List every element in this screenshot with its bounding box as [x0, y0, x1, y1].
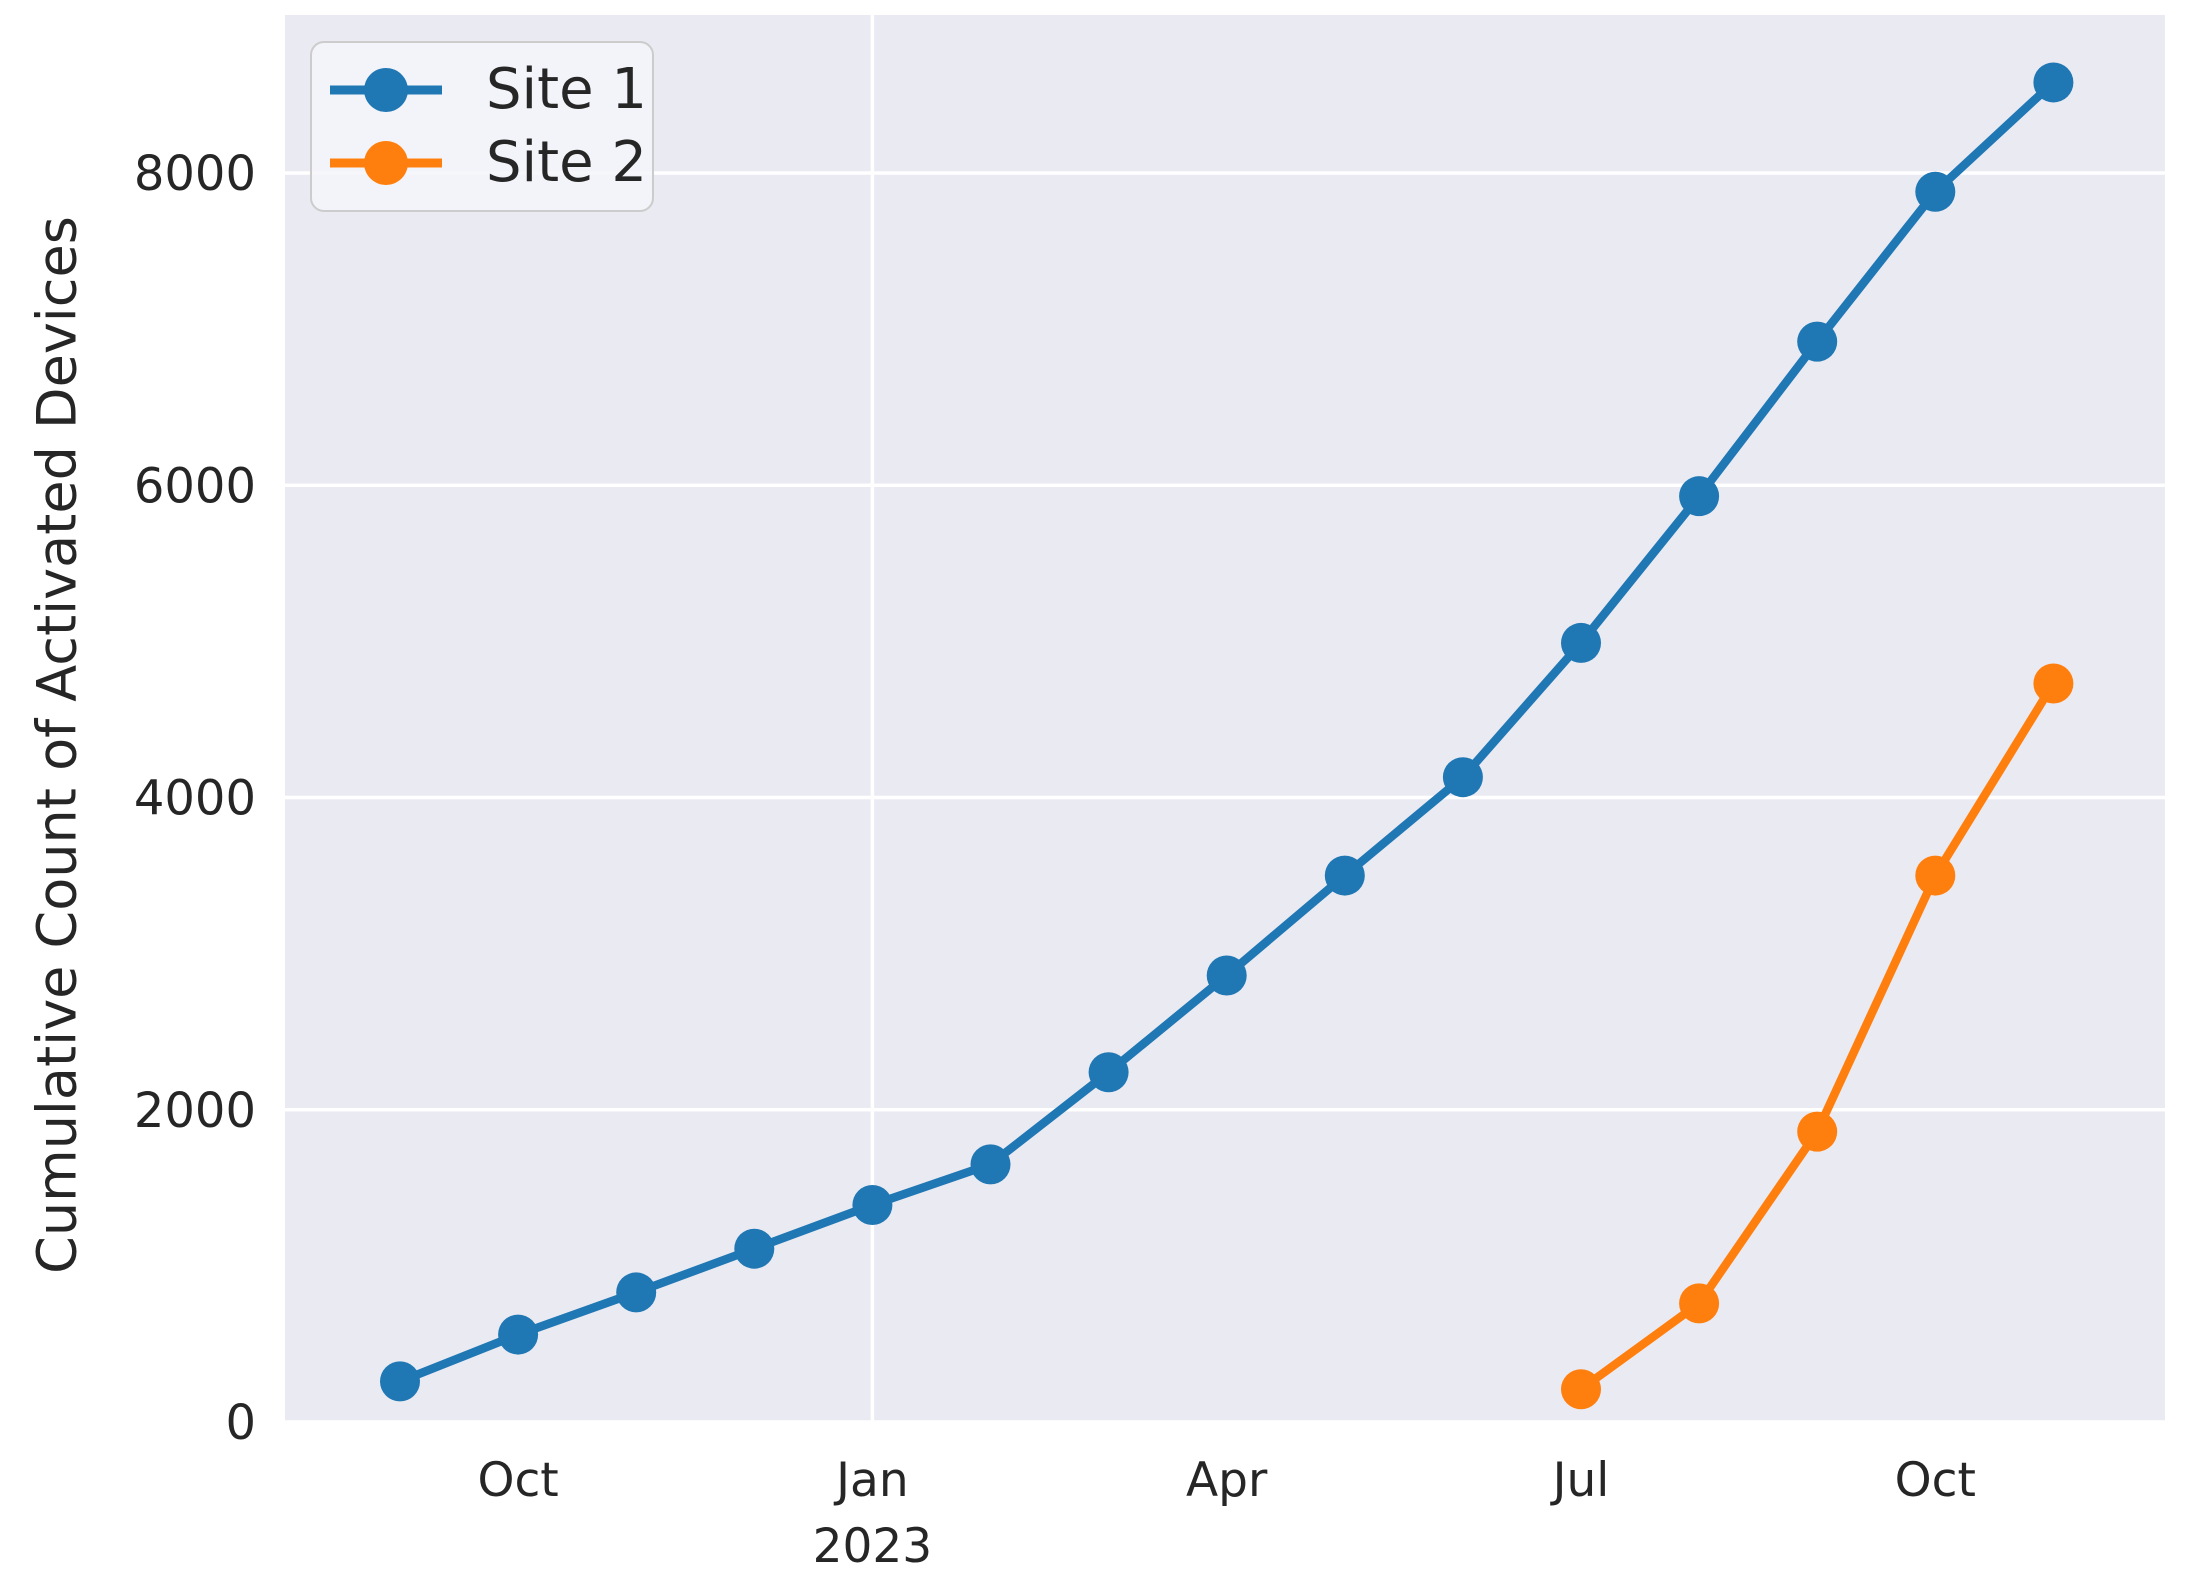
data-point-site-1: [1206, 955, 1247, 996]
data-point-site-1: [380, 1361, 420, 1402]
data-point-site-1: [970, 1144, 1011, 1185]
data-point-site-2: [1915, 855, 1956, 896]
x-tick-label: Jul: [1550, 1453, 1610, 1508]
legend: Site 1 Site 2: [310, 41, 654, 212]
legend-marker-site-1-icon: [330, 67, 442, 112]
plot-area: [285, 15, 2165, 1422]
data-point-site-2: [2033, 663, 2074, 704]
data-point-site-1: [1679, 476, 1720, 517]
data-point-site-1: [1561, 622, 1601, 663]
data-point-site-1: [1324, 855, 1365, 896]
data-point-site-1: [2033, 62, 2074, 103]
data-point-site-2: [1561, 1369, 1601, 1410]
legend-label-site-2: Site 2: [486, 130, 647, 196]
data-point-site-1: [498, 1314, 539, 1355]
y-tick-label: 2000: [134, 1083, 256, 1139]
data-point-site-1: [1442, 757, 1483, 798]
legend-label-site-1: Site 1: [486, 56, 647, 122]
y-tick-label: 8000: [134, 146, 256, 202]
data-point-site-1: [1088, 1052, 1129, 1093]
data-point-site-2: [1797, 1111, 1838, 1152]
x-tick-label: Oct: [477, 1453, 558, 1508]
legend-item-site-2: Site 2: [326, 135, 652, 191]
x-tick-label: Apr: [1186, 1453, 1268, 1508]
data-point-site-2: [1679, 1283, 1720, 1324]
x-tick-label: Jan 2023: [813, 1453, 933, 1574]
y-tick-label: 6000: [134, 458, 256, 514]
data-point-site-1: [616, 1272, 657, 1313]
data-point-site-1: [1797, 321, 1838, 362]
data-point-site-1: [734, 1228, 775, 1269]
y-tick-label: 0: [225, 1395, 256, 1451]
legend-item-site-1: Site 1: [326, 56, 652, 122]
y-tick-label: 4000: [134, 771, 256, 827]
data-point-site-1: [1915, 171, 1956, 212]
x-tick-label: Oct: [1895, 1453, 1976, 1508]
data-point-site-1: [852, 1184, 893, 1225]
y-axis-label: Cumulative Count of Activated Devices: [25, 216, 89, 1274]
legend-marker-site-2-icon: [330, 141, 442, 186]
